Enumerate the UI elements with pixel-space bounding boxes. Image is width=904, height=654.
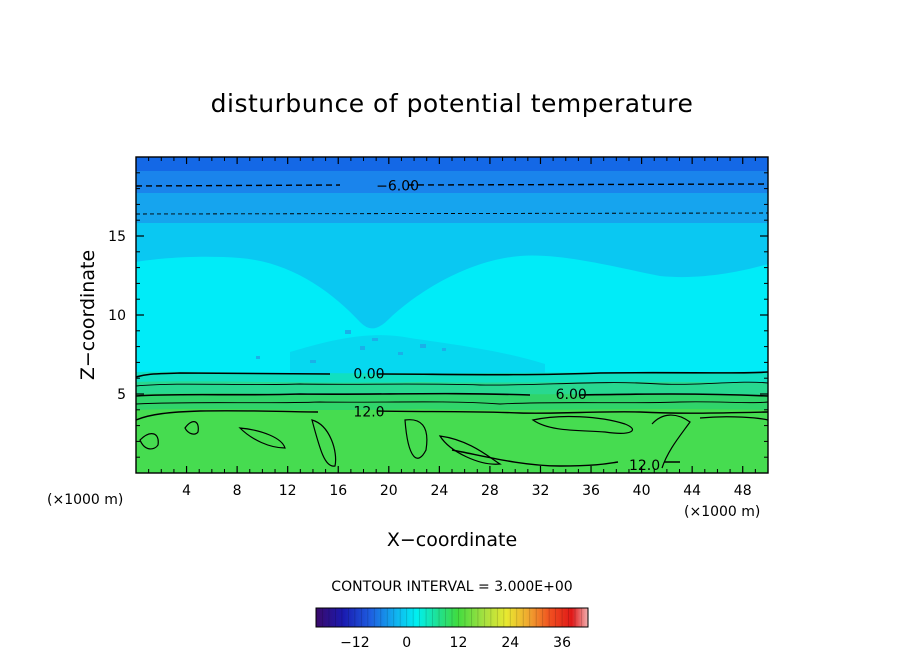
y-tick-label: 5 xyxy=(117,387,126,403)
x-unit-left: (×1000 m) xyxy=(47,492,123,508)
colorbar-tick-label: 24 xyxy=(501,635,519,651)
contour-label: 6.00 xyxy=(556,387,587,403)
speckle-dots xyxy=(256,330,446,363)
x-tick-label: 16 xyxy=(329,483,347,499)
y-tick-label: 15 xyxy=(108,229,126,245)
colorbar-tick-label: 0 xyxy=(402,635,411,651)
contour-labels: −6.00 0.00 6.00 12.0 12.0 xyxy=(353,178,660,474)
chart-title: disturbunce of potential temperature xyxy=(211,89,694,118)
colorbar-tick-label: −12 xyxy=(340,635,370,651)
y-axis-label: Z−coordinate xyxy=(77,250,99,380)
band-green-light xyxy=(136,409,768,473)
plot-area xyxy=(136,157,768,473)
contour-label: −6.00 xyxy=(376,178,419,194)
x-tick-label: 24 xyxy=(430,483,448,499)
x-tick-label: 44 xyxy=(683,483,701,499)
minor-ticks xyxy=(136,157,768,473)
region-cyan xyxy=(136,255,768,380)
x-tick-label: 36 xyxy=(582,483,600,499)
contour-neg6 xyxy=(136,183,768,187)
x-tick-label: 40 xyxy=(633,483,651,499)
y-ticks: 5 10 15 xyxy=(108,229,768,403)
x-tick-label: 28 xyxy=(481,483,499,499)
x-tick-label: 8 xyxy=(233,483,242,499)
contour-3 xyxy=(136,381,768,387)
contour-label: 12.0 xyxy=(629,458,660,474)
colorbar-tick-label: 36 xyxy=(553,635,571,651)
band-top-blue xyxy=(136,171,768,193)
contour-9 xyxy=(136,401,768,405)
x-tick-label: 12 xyxy=(279,483,297,499)
x-tick-label: 4 xyxy=(182,483,191,499)
band-top-dark xyxy=(136,157,768,171)
region-speckle xyxy=(290,335,545,374)
contour-12-lower xyxy=(451,449,680,467)
contour-12-pockets xyxy=(139,414,768,469)
x-unit-right: (×1000 m) xyxy=(684,504,760,520)
contour-interval: CONTOUR INTERVAL = 3.000E+00 xyxy=(331,579,572,595)
contour-zero xyxy=(136,371,768,378)
contour-6 xyxy=(136,392,768,397)
x-tick-label: 48 xyxy=(734,483,752,499)
x-tick-label: 20 xyxy=(380,483,398,499)
colorbar-ticks: −12 0 12 24 36 xyxy=(315,608,589,651)
contour-neg3 xyxy=(136,212,768,215)
x-tick-label: 32 xyxy=(532,483,550,499)
contour-12 xyxy=(136,410,768,421)
colorbar-tick-label: 12 xyxy=(450,635,468,651)
colorbar xyxy=(315,607,589,628)
y-tick-label: 10 xyxy=(108,308,126,324)
contours xyxy=(136,183,768,469)
x-axis-label: X−coordinate xyxy=(387,529,517,551)
band-upper-blue xyxy=(136,193,768,223)
contour-label: 0.00 xyxy=(353,366,384,382)
x-ticks: 4 8 12 16 20 24 28 32 36 40 44 48 xyxy=(182,157,752,499)
contour-label: 12.0 xyxy=(353,404,384,420)
